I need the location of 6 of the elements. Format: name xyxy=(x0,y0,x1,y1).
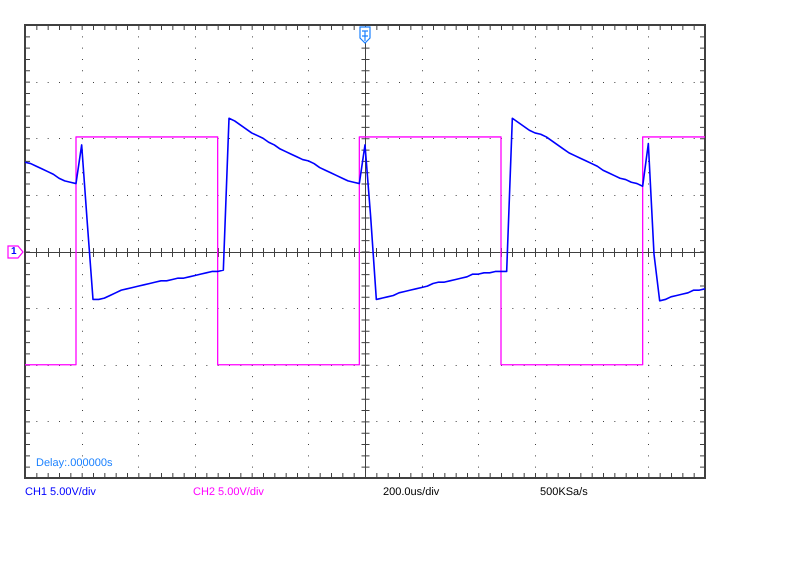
text: CH2 5.00V/div xyxy=(193,486,264,499)
text: Delay:.000000s xyxy=(36,457,112,470)
annotation: 1 xyxy=(11,246,17,256)
text: 500KSa/s xyxy=(540,486,588,499)
text: CH1 5.00V/div xyxy=(25,486,96,499)
text: 200.0us/div xyxy=(383,486,440,499)
